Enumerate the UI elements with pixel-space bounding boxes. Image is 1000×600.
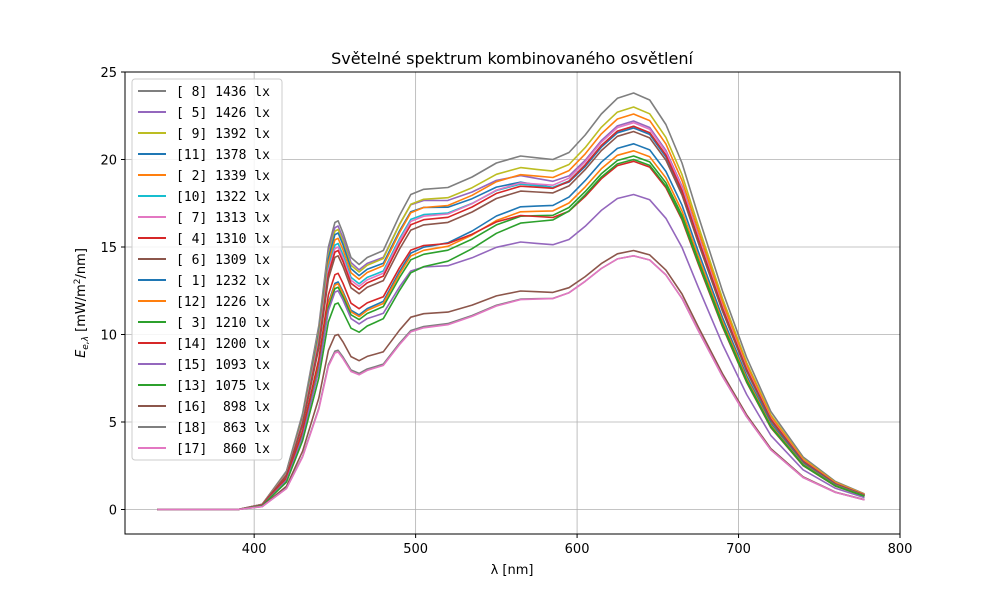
series-line (157, 92, 865, 511)
legend-label: [ 4] 1310 lx (176, 232, 270, 247)
legend-box (131, 78, 283, 461)
legend: [ 8] 1436 lx [ 5] 1426 lx [ 9] 1392 lx [11]… (131, 78, 283, 461)
plot-area-frame (124, 71, 901, 535)
y-tick-label: 5 (109, 416, 117, 431)
y-axis-label-unit-end: /nm] (74, 248, 89, 278)
series-line (157, 249, 865, 511)
y-axis-label-unit: [mW/m (74, 284, 89, 336)
legend-label: [18] 863 lx (176, 421, 270, 436)
y-axis-label-symbol: E (74, 349, 89, 358)
legend-label: [14] 1200 lx (176, 337, 270, 352)
legend-label: [10] 1322 lx (176, 190, 270, 205)
x-tick-label: 500 (403, 542, 428, 557)
series-line (157, 155, 865, 511)
legend-label: [ 2] 1339 lx (176, 169, 270, 184)
y-tick-label: 0 (109, 504, 117, 519)
legend-items: [ 8] 1436 lx [ 5] 1426 lx [ 9] 1392 lx [11]… (138, 85, 270, 457)
series-line (157, 158, 865, 511)
legend-label: [ 5] 1426 lx (176, 106, 270, 121)
y-axis-label: Ee,λ [mW/m2/nm] (73, 248, 91, 358)
y-tick-label: 25 (100, 66, 117, 81)
y-tick-label: 15 (100, 241, 117, 256)
legend-label: [17] 860 lx (176, 442, 270, 457)
legend-label: [13] 1075 lx (176, 379, 270, 394)
series-line (157, 255, 865, 511)
legend-label: [ 1] 1232 lx (176, 274, 270, 289)
legend-label: [ 8] 1436 lx (176, 85, 270, 100)
x-tick-label: 600 (565, 542, 590, 557)
legend-label: [ 7] 1313 lx (176, 211, 270, 226)
x-tick-label: 800 (888, 542, 913, 557)
legend-label: [ 3] 1210 lx (176, 316, 270, 331)
plot-series-group (157, 92, 865, 511)
chart-title: Světelné spektrum kombinovaného osvětlen… (331, 49, 693, 68)
y-tick-label: 10 (100, 329, 117, 344)
y-axis-ticks: 0 5 10 15 20 25 (100, 66, 125, 519)
series-line (157, 121, 865, 511)
x-tick-label: 400 (242, 542, 267, 557)
series-line (157, 125, 865, 511)
legend-label: [ 9] 1392 lx (176, 127, 270, 142)
legend-label: [ 6] 1309 lx (176, 253, 270, 268)
series-line (157, 193, 865, 511)
legend-label: [11] 1378 lx (176, 148, 270, 163)
series-line (157, 113, 865, 511)
legend-label: [16] 898 lx (176, 400, 270, 415)
x-axis-label: λ [nm] (491, 563, 534, 578)
y-tick-label: 20 (100, 154, 117, 169)
series-line (157, 106, 865, 511)
x-axis-ticks: 400 500 600 700 800 (242, 534, 913, 557)
series-line (157, 130, 865, 511)
y-axis-label-superscript: 2 (73, 278, 83, 284)
legend-label: [12] 1226 lx (176, 295, 270, 310)
legend-label: [15] 1093 lx (176, 358, 270, 373)
x-tick-label: 700 (726, 542, 751, 557)
y-axis-label-subscript: e,λ (81, 336, 91, 350)
